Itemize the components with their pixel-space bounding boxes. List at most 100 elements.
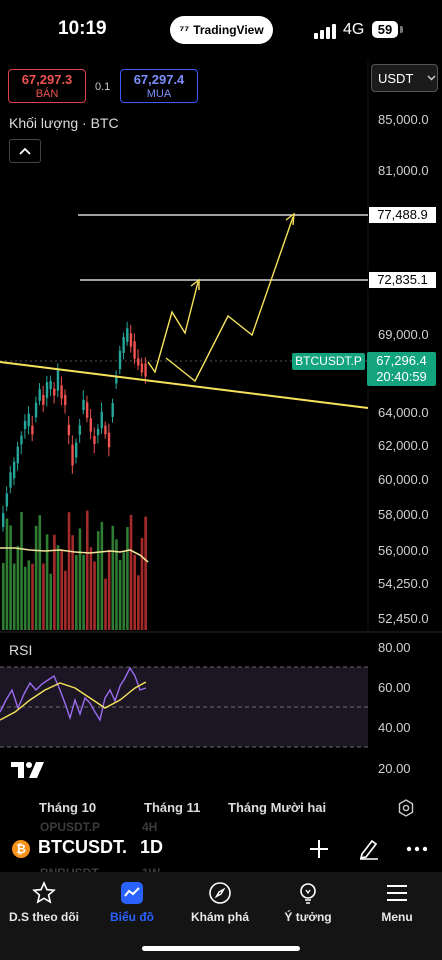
nav-item-explore[interactable]: Khám phá: [176, 880, 264, 924]
bitcoin-icon: ₿: [12, 840, 30, 858]
volume-indicator-label[interactable]: Khối lượng · BTC: [9, 115, 119, 131]
candle: [144, 363, 147, 377]
time-tick: Tháng 11: [144, 800, 201, 815]
nav-item-watchlist[interactable]: D.S theo dõi: [0, 880, 88, 924]
candle: [140, 363, 144, 373]
volume-bar: [140, 537, 144, 630]
volume-bar: [5, 518, 9, 630]
price-tick: 64,000.0: [378, 405, 429, 420]
candle: [89, 418, 92, 432]
candle: [5, 493, 9, 507]
rsi-tick: 40.00: [378, 720, 411, 735]
tradingview-watermark-icon: [11, 762, 44, 778]
chevron-down-icon: [427, 75, 436, 81]
candle: [137, 358, 140, 366]
add-icon[interactable]: [306, 836, 332, 862]
candle: [9, 472, 12, 488]
rsi-tick: 60.00: [378, 680, 411, 695]
battery-tip: [400, 26, 403, 33]
volume-bar: [96, 531, 100, 630]
chart-icon: [121, 882, 143, 904]
tradingview-logo-icon: ⁷⁷: [179, 23, 190, 37]
trend-line[interactable]: [0, 361, 369, 409]
candle: [53, 388, 56, 396]
rsi-line: [0, 666, 147, 722]
price-tick: 56,000.0: [378, 543, 429, 558]
volume-bar: [45, 534, 49, 630]
compass-icon: [209, 882, 231, 904]
candle: [12, 461, 16, 479]
volume-bar: [2, 562, 5, 630]
symbol-price-tag: BTCUSDT.P: [292, 353, 365, 370]
last-price-tag: 67,296.4 20:40:59: [367, 352, 436, 386]
volume-bar: [107, 549, 111, 630]
volume-bar: [129, 514, 133, 630]
candle: [2, 513, 5, 527]
candle: [42, 395, 45, 405]
spread-value: 0.1: [95, 81, 111, 93]
volume-bar: [144, 516, 147, 630]
symbol-selector[interactable]: BTCUSDT.: [38, 837, 127, 857]
candle: [49, 380, 52, 390]
more-options-icon[interactable]: [404, 836, 430, 862]
projection-path[interactable]: [147, 216, 294, 383]
volume-bar: [126, 527, 129, 630]
currency-select[interactable]: USDT: [371, 64, 438, 92]
nav-label: Khám phá: [190, 910, 249, 924]
price-tick: 52,450.0: [378, 611, 429, 626]
volume-bar: [133, 554, 136, 630]
volume-bar: [122, 552, 126, 630]
signal-icon: [314, 24, 336, 39]
volume-bar: [49, 573, 53, 630]
volume-bar: [93, 561, 96, 630]
tradingview-pill[interactable]: ⁷⁷ TradingView: [170, 16, 273, 44]
volume-bar: [9, 525, 12, 630]
nav-item-chart[interactable]: Biểu đồ: [88, 880, 176, 924]
time-tick: Tháng 10: [39, 800, 97, 815]
arrow-head-1: [190, 278, 200, 290]
rsi-tick: 20.00: [378, 761, 411, 776]
nav-label: D.S theo dõi: [9, 910, 79, 924]
collapse-indicators-button[interactable]: [9, 139, 41, 163]
candle: [118, 350, 122, 370]
price-tick: 58,000.0: [378, 507, 429, 522]
volume-bars: [2, 510, 147, 630]
candle: [107, 432, 111, 448]
star-icon: [32, 881, 56, 904]
price-tick: 85,000.0: [378, 112, 429, 127]
network-type: 4G: [343, 21, 365, 38]
volume-bar: [75, 554, 78, 630]
candle: [20, 435, 23, 445]
candle: [38, 389, 41, 401]
arrow-head-2: [285, 212, 295, 226]
candle: [31, 425, 34, 435]
settings-gear-icon[interactable]: [397, 799, 415, 822]
price-tick: 81,000.0: [378, 163, 429, 178]
candle: [56, 369, 60, 391]
currency-value: USDT: [378, 70, 414, 86]
volume-bar: [78, 528, 82, 630]
buy-label: MUA: [146, 88, 172, 100]
candle: [64, 394, 67, 406]
sell-button[interactable]: 67,297.3 BÁN: [8, 69, 86, 103]
drawing-tools-icon[interactable]: [356, 836, 382, 862]
candle: [45, 382, 49, 398]
candle: [85, 402, 89, 418]
nav-label: Menu: [381, 910, 413, 924]
interval-selector[interactable]: 1D: [140, 837, 164, 857]
volume-bar: [16, 545, 20, 630]
volume-bar: [137, 575, 140, 630]
nav-item-ideas[interactable]: Ý tưởng: [264, 880, 352, 924]
candle: [16, 446, 19, 464]
volume-bar: [118, 559, 122, 630]
candle: [126, 328, 129, 342]
volume-bar: [104, 578, 107, 630]
buy-button[interactable]: 67,297.4 MUA: [120, 69, 198, 103]
ghost-interval: 4H: [142, 820, 158, 834]
status-time: 10:19: [58, 18, 107, 39]
candle: [115, 376, 118, 384]
rsi-indicator-label[interactable]: RSI: [9, 642, 33, 658]
rsi-tick: 80.00: [378, 640, 411, 655]
nav-item-menu[interactable]: Menu: [353, 880, 441, 924]
price-chart[interactable]: [0, 60, 442, 760]
